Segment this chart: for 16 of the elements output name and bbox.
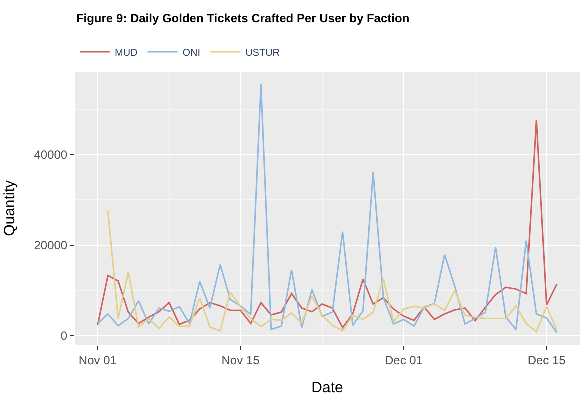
legend-label: ONI xyxy=(182,48,201,59)
line-series xyxy=(97,119,558,329)
x-tick-label: Dec 15 xyxy=(528,353,566,368)
chart-title: Figure 9: Daily Golden Tickets Crafted Per User by Faction xyxy=(76,11,410,26)
legend-label: USTUR xyxy=(246,48,280,59)
legend-label: MUD xyxy=(115,48,138,59)
line-series xyxy=(97,84,558,334)
y-tick-label: 20000 xyxy=(34,238,68,253)
x-axis-title: Date xyxy=(312,379,344,396)
y-axis-title: Quantity xyxy=(1,180,18,236)
y-tick-label: 0 xyxy=(60,329,68,344)
x-tick-label: Nov 01 xyxy=(78,353,118,368)
x-tick-label: Nov 15 xyxy=(222,353,260,368)
y-tick-label: 40000 xyxy=(34,148,68,162)
x-tick-label: Dec 01 xyxy=(385,353,424,368)
line-series xyxy=(107,210,558,333)
